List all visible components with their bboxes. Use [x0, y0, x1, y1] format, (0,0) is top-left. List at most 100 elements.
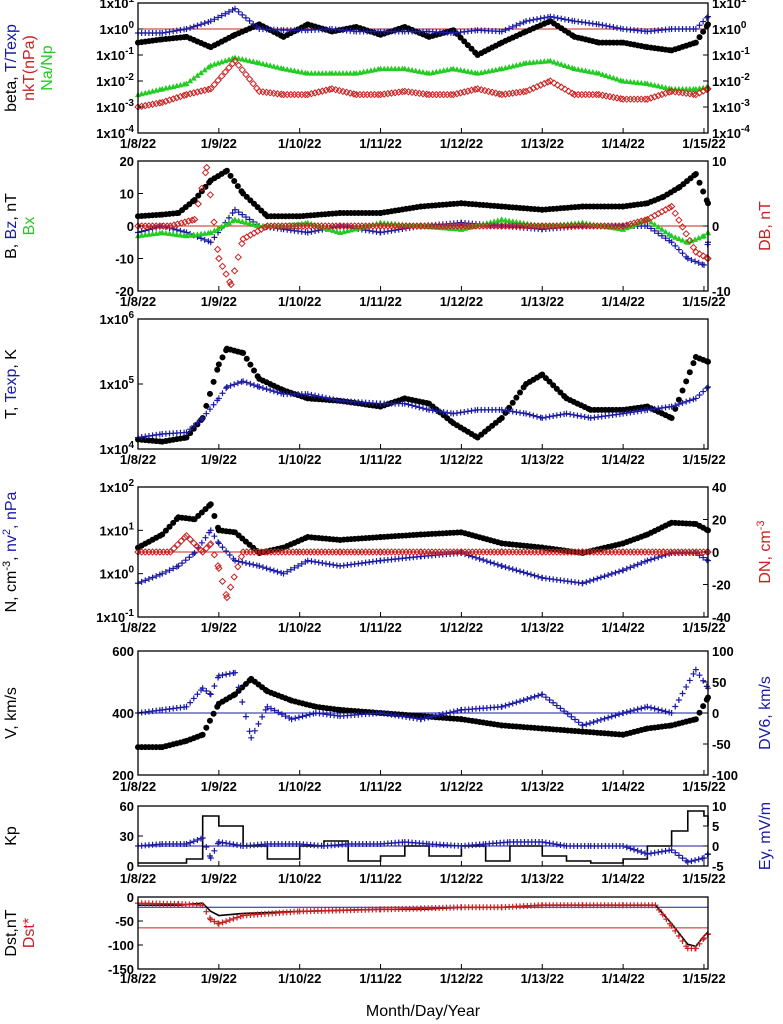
- data-point: [207, 540, 215, 548]
- data-point: [502, 702, 509, 709]
- data-point: [683, 378, 690, 385]
- data-point: [162, 568, 169, 575]
- data-point: [242, 219, 249, 225]
- data-point: [526, 411, 533, 418]
- data-point: [219, 672, 226, 679]
- data-point: [612, 569, 619, 576]
- data-point: [692, 39, 699, 46]
- data-point: [692, 26, 699, 32]
- data-point: [554, 14, 561, 21]
- right-tick-label: -100: [712, 768, 738, 783]
- x-tick-label: 1/8/22: [120, 871, 156, 886]
- data-point: [183, 841, 190, 847]
- data-point: [242, 214, 249, 221]
- data-point: [667, 202, 676, 211]
- data-point: [679, 387, 686, 394]
- right-tick-label-base: 1x10: [712, 22, 741, 37]
- data-point: [203, 410, 210, 417]
- data-point: [149, 574, 156, 581]
- data-point: [605, 572, 612, 579]
- data-point: [183, 80, 190, 87]
- right-tick-label: 20: [712, 513, 726, 528]
- data-point: [227, 382, 234, 389]
- data-point: [374, 90, 382, 99]
- data-point: [703, 556, 710, 563]
- right-tick-label: -40: [712, 610, 731, 625]
- data-point: [218, 577, 227, 586]
- data-point: [195, 192, 202, 199]
- left-tick-label: 1x100: [100, 20, 135, 37]
- x-tick-label: 1/12/22: [440, 136, 483, 151]
- data-point: [215, 225, 222, 232]
- x-tick-label: 1/15/22: [682, 294, 725, 309]
- y-label-left-part-0: beta,: [3, 72, 20, 112]
- data-point: [191, 549, 198, 556]
- data-point: [672, 405, 679, 412]
- data-point: [412, 403, 419, 410]
- data-point: [240, 349, 247, 356]
- data-point: [524, 695, 531, 702]
- right-tick-label-exp: -2: [741, 72, 750, 83]
- data-point: [234, 380, 241, 387]
- data-point: [498, 703, 505, 710]
- data-point: [648, 704, 654, 711]
- series-1: [135, 378, 711, 441]
- data-point: [675, 401, 682, 408]
- x-tick-label: 1/9/22: [201, 452, 237, 467]
- data-point: [658, 83, 665, 90]
- y-label-left: Dst,nT: [3, 909, 20, 956]
- data-point: [401, 65, 408, 72]
- series-0: [138, 902, 709, 948]
- data-point: [564, 87, 573, 95]
- data-point: [530, 16, 537, 23]
- x-tick-label: 1/13/22: [521, 136, 564, 151]
- data-point: [243, 379, 250, 386]
- data-point: [420, 405, 426, 412]
- right-tick-label: -10: [712, 284, 731, 299]
- data-point: [557, 705, 564, 712]
- data-point: [544, 78, 552, 86]
- data-point: [210, 710, 217, 717]
- data-point: [692, 248, 700, 256]
- data-point: [536, 81, 545, 89]
- data-point: [594, 717, 601, 724]
- data-point: [665, 204, 673, 212]
- data-point: [405, 401, 412, 408]
- data-point: [162, 97, 170, 105]
- data-point: [202, 534, 209, 541]
- data-point: [215, 254, 223, 263]
- data-point: [275, 709, 282, 716]
- data-point: [223, 383, 230, 390]
- data-point: [505, 89, 513, 98]
- data-point: [517, 20, 524, 27]
- data-point: [501, 90, 510, 98]
- data-point: [658, 90, 666, 99]
- data-point: [190, 215, 199, 224]
- data-point: [612, 712, 619, 719]
- right-tick-label: 0: [712, 219, 719, 234]
- data-point: [509, 23, 516, 30]
- data-point: [162, 29, 169, 36]
- series-0: [135, 18, 711, 58]
- data-point: [190, 539, 198, 547]
- data-point: [182, 557, 189, 564]
- data-point: [561, 62, 568, 68]
- data-point: [187, 77, 194, 84]
- data-point: [487, 559, 494, 566]
- right-tick-label-exp: 1: [741, 0, 747, 5]
- data-point: [462, 551, 469, 558]
- data-point: [483, 558, 490, 565]
- data-point: [251, 727, 258, 734]
- data-point: [198, 21, 205, 28]
- data-point: [561, 16, 568, 23]
- x-tick-label: 1/15/22: [682, 452, 725, 467]
- data-point: [237, 552, 246, 561]
- data-point: [201, 236, 208, 243]
- y-label-left-3-part-0: Na/Np: [39, 45, 56, 90]
- x-tick-label: 1/8/22: [120, 452, 156, 467]
- data-point: [201, 168, 210, 177]
- data-point: [214, 562, 222, 570]
- data-point: [206, 690, 213, 697]
- y-label-left-part-1: -3: [1, 561, 13, 571]
